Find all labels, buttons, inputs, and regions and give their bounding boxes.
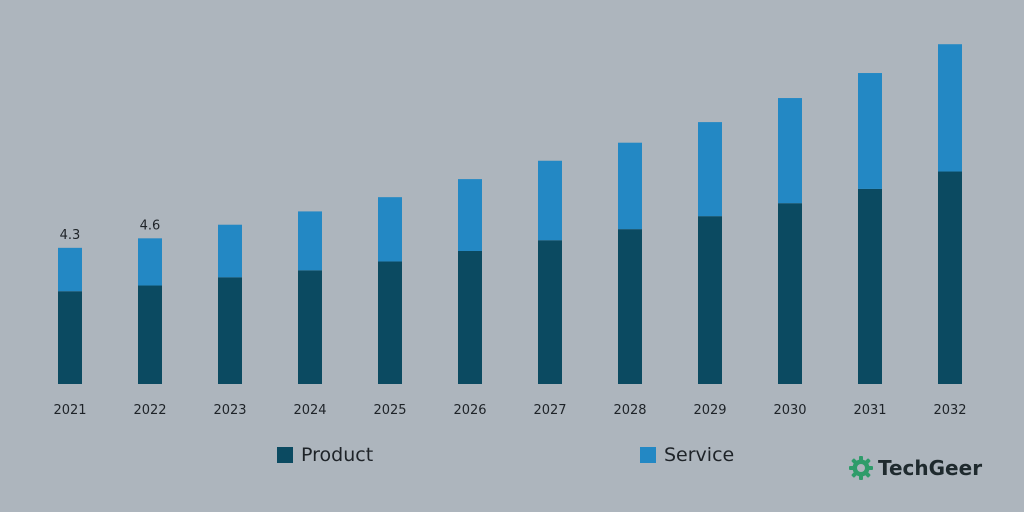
bar-product-2028 <box>618 229 642 384</box>
bar-product-2023 <box>218 277 242 384</box>
bars-group <box>58 44 962 384</box>
x-tick-label-2031: 2031 <box>853 403 886 418</box>
bar-service-2026 <box>458 179 482 251</box>
bar-product-2030 <box>778 203 802 384</box>
bar-service-2031 <box>858 73 882 189</box>
bar-service-2028 <box>618 142 642 230</box>
brand-logo: TechGeer <box>848 455 982 481</box>
total-label-2021: 4.3 <box>60 228 81 243</box>
bar-service-2023 <box>218 224 242 278</box>
bar-product-2031 <box>858 188 882 384</box>
bar-product-2024 <box>298 270 322 384</box>
bar-service-2029 <box>698 122 722 217</box>
x-tick-label-2030: 2030 <box>773 403 806 418</box>
bar-service-2027 <box>538 160 562 241</box>
legend-swatch-product <box>277 447 293 463</box>
x-tick-label-2032: 2032 <box>933 403 966 418</box>
total-labels: 4.3 4.6 <box>60 218 161 243</box>
legend-item-service: Service <box>640 444 734 466</box>
brand-name: TechGeer <box>878 456 983 480</box>
bar-product-2029 <box>698 216 722 384</box>
legend-swatch-service <box>640 447 656 463</box>
x-tick-label-2024: 2024 <box>293 403 326 418</box>
x-tick-label-2029: 2029 <box>693 403 726 418</box>
bar-chart: 2021 2022 2023 2024 2025 2026 2027 2028 2029 2030… <box>53 44 967 418</box>
bar-service-2022 <box>138 238 162 286</box>
bar-service-2021 <box>58 247 82 292</box>
x-tick-label-2021: 2021 <box>53 403 86 418</box>
bar-service-2030 <box>778 98 802 204</box>
bar-product-2026 <box>458 251 482 384</box>
bar-service-2024 <box>298 211 322 271</box>
x-tick-label-2025: 2025 <box>373 403 406 418</box>
total-label-2022: 4.6 <box>140 218 161 233</box>
x-tick-label-2022: 2022 <box>133 403 166 418</box>
x-tick-label-2028: 2028 <box>613 403 646 418</box>
x-tick-label-2023: 2023 <box>213 403 246 418</box>
x-tick-label-2026: 2026 <box>453 403 486 418</box>
x-axis-ticks: 2021 2022 2023 2024 2025 2026 2027 2028 2029 2030… <box>53 403 966 418</box>
gear-icon <box>849 456 873 480</box>
legend-label-product: Product <box>301 444 374 466</box>
bar-service-2025 <box>378 197 402 262</box>
bar-product-2027 <box>538 240 562 384</box>
legend-label-service: Service <box>664 444 735 466</box>
bar-product-2021 <box>58 291 82 384</box>
bar-service-2032 <box>938 44 962 172</box>
bar-product-2025 <box>378 261 402 384</box>
legend-item-product: Product <box>277 444 373 466</box>
bar-product-2022 <box>138 285 162 384</box>
x-tick-label-2027: 2027 <box>533 403 566 418</box>
bar-product-2032 <box>938 171 962 384</box>
